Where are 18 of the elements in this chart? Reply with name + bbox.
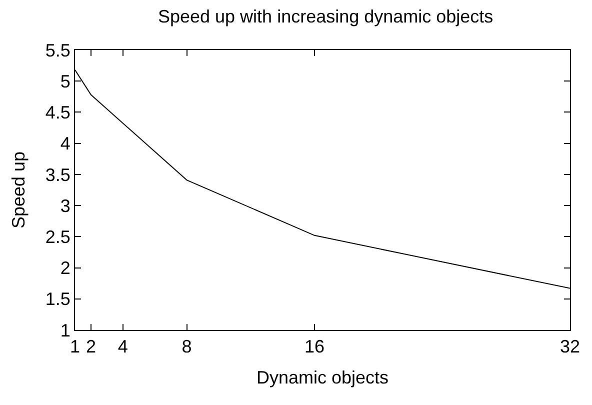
chart-title: Speed up with increasing dynamic objects xyxy=(158,6,494,27)
x-tick-label: 8 xyxy=(182,336,192,357)
x-tick-label: 32 xyxy=(560,336,580,357)
y-tick-label: 3 xyxy=(60,196,70,216)
y-tick-label: 4.5 xyxy=(45,102,70,123)
y-tick-label: 3.5 xyxy=(45,164,70,185)
y-axis-title: Speed up xyxy=(8,151,29,229)
x-tick-label: 16 xyxy=(304,336,325,357)
x-tick-label: 2 xyxy=(86,336,96,357)
y-tick-label: 5 xyxy=(60,71,70,92)
y-tick-label: 1.5 xyxy=(45,289,70,310)
x-axis-title: Dynamic objects xyxy=(256,368,389,388)
y-tick-label: 2 xyxy=(60,258,70,278)
y-tick-label: 4 xyxy=(60,134,70,154)
x-tick-label: 4 xyxy=(118,336,128,357)
y-tick-label: 5.5 xyxy=(45,40,70,60)
y-tick-label: 2.5 xyxy=(45,226,70,247)
y-tick-label: 1 xyxy=(60,320,70,340)
